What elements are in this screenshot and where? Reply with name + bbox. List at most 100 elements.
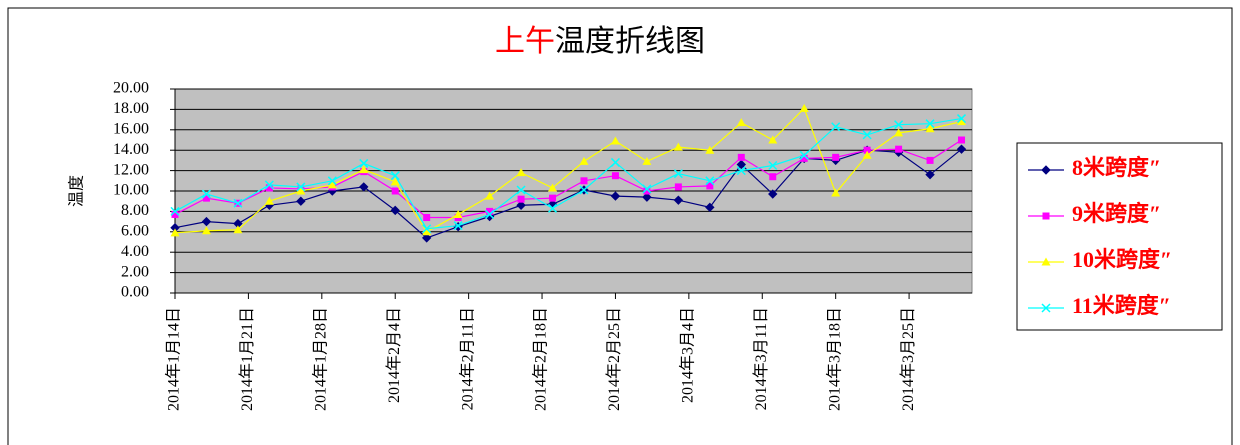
marker [737,153,745,161]
x-tick-label: 2014年1月21日 [238,307,256,411]
marker [265,184,273,192]
legend-label: 11米跨度″ [1072,293,1171,318]
x-tick-label: 2014年2月18日 [532,307,550,411]
marker [862,130,872,140]
marker [390,177,400,186]
y-tick-label: 18.00 [113,100,149,117]
marker [768,189,778,199]
marker [925,119,935,129]
marker [705,202,715,213]
y-tick-label: 8.00 [121,202,149,219]
y-tick-label: 14.00 [113,141,149,158]
x-tick-label: 2014年3月11日 [752,307,770,410]
x-tick-label: 2014年1月28日 [311,307,329,411]
marker [674,183,682,191]
y-tick-label: 10.00 [113,182,149,199]
series-line [174,148,962,239]
marker [832,153,840,161]
marker [170,206,180,216]
marker [673,169,683,179]
marker [547,203,558,213]
marker [171,210,179,218]
marker [202,194,210,202]
marker [642,192,652,202]
marker [862,150,872,159]
y-tick-label: 6.00 [121,222,149,239]
marker [610,191,621,201]
marker [359,182,369,192]
marker [201,226,211,235]
legend-marker [1041,165,1051,175]
marker [863,146,871,154]
marker [642,156,652,165]
legend-label: 8米跨度″ [1072,155,1161,180]
marker [485,209,495,219]
marker [201,189,211,199]
marker [705,145,715,154]
marker [610,136,620,145]
marker [201,216,212,227]
marker [673,142,683,151]
y-tick-label: 12.00 [113,161,149,178]
marker [548,183,558,192]
marker [516,200,526,210]
marker [800,154,808,162]
y-tick-label: 2.00 [121,263,149,280]
marker [296,186,306,195]
marker [579,156,589,165]
x-tick-label: 2014年2月11日 [458,307,476,410]
marker [706,182,714,190]
marker [485,191,495,200]
marker [894,120,904,130]
marker [516,168,526,177]
marker [264,196,274,205]
y-tick-label: 4.00 [121,243,149,260]
marker [359,165,369,174]
marker [264,180,274,190]
legend-box [1016,142,1223,331]
marker [486,207,494,215]
marker [423,214,431,222]
marker [579,185,589,195]
marker [296,182,306,192]
marker [516,185,526,195]
legend-marker [1041,257,1051,266]
x-tick-label: 2014年2月25日 [605,307,623,411]
marker [736,159,746,170]
marker [422,227,432,236]
marker [296,196,306,206]
title-part: 温度折线图 [555,25,705,58]
marker [580,177,588,185]
marker [925,124,935,133]
marker [956,114,967,124]
marker [895,145,903,153]
x-tick-label: 2014年3月18日 [825,307,843,411]
marker [705,176,715,186]
marker [517,195,525,203]
series-line [174,107,962,234]
marker [956,144,967,154]
marker [170,228,180,237]
y-tick-label: 0.00 [121,284,149,301]
marker [894,128,904,137]
marker [549,194,557,202]
marker [422,224,432,234]
chart-title: 上午温度折线图 [495,25,705,58]
y-tick-label: 16.00 [113,120,149,137]
marker [957,117,967,126]
marker [831,188,841,197]
series-line [174,117,962,230]
marker [611,172,619,180]
marker [799,103,809,112]
marker [610,157,620,167]
marker [768,135,778,144]
marker [642,184,652,194]
marker [327,180,337,189]
marker [736,118,746,127]
marker [768,160,778,171]
series-line [174,139,962,219]
marker [233,225,243,234]
marker [390,205,400,216]
marker [736,166,746,176]
